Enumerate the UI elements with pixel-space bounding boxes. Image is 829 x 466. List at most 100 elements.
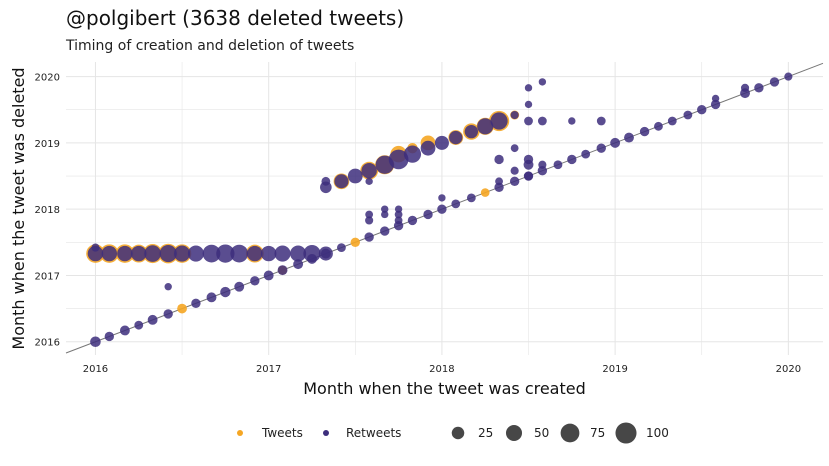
- retweet-point: [347, 168, 363, 184]
- retweet-point: [365, 177, 373, 186]
- retweet-point: [119, 325, 130, 336]
- retweet-point: [307, 253, 317, 264]
- y-tick-label: 2019: [35, 139, 60, 150]
- retweet-point: [568, 117, 576, 125]
- retweet-point: [403, 145, 422, 163]
- retweet-point: [220, 286, 231, 298]
- y-axis-title: Month when the tweet was deleted: [9, 67, 28, 349]
- x-tick-label: 2016: [83, 364, 108, 375]
- retweet-point: [290, 245, 307, 262]
- retweet-point: [87, 245, 104, 262]
- retweet-point: [104, 331, 114, 342]
- retweet-point: [394, 216, 403, 225]
- retweet-point: [538, 78, 547, 86]
- retweet-point: [420, 140, 436, 156]
- legend-tweets-key: [237, 430, 243, 436]
- retweet-point: [364, 232, 374, 242]
- y-tick-label: 2017: [35, 271, 60, 282]
- x-axis-title: Month when the tweet was created: [303, 379, 586, 398]
- retweet-point: [581, 149, 591, 159]
- legend-size-key: [451, 426, 465, 440]
- retweet-point: [388, 149, 409, 170]
- retweet-point: [697, 105, 707, 115]
- retweet-point: [449, 130, 463, 145]
- retweet-point: [365, 216, 374, 225]
- retweet-point: [206, 292, 217, 303]
- retweet-point: [510, 166, 519, 175]
- retweet-point: [134, 320, 144, 330]
- retweet-point: [320, 248, 331, 259]
- retweet-point: [596, 116, 606, 126]
- retweet-point: [784, 72, 793, 81]
- chart-subtitle: Timing of creation and deletion of tweet…: [66, 38, 355, 54]
- retweet-point: [260, 245, 277, 262]
- retweet-point: [334, 174, 349, 189]
- retweet-point: [710, 99, 721, 110]
- retweet-point: [91, 243, 100, 252]
- legend-size-key: [560, 423, 580, 443]
- retweet-point: [490, 112, 508, 130]
- legend-size-label: 50: [534, 426, 549, 440]
- retweet-point: [567, 154, 577, 165]
- retweet-point: [131, 245, 147, 262]
- retweet-point: [365, 210, 374, 219]
- retweet-point: [524, 100, 533, 109]
- retweet-point: [510, 110, 519, 120]
- retweet-point: [596, 143, 606, 153]
- retweet-point: [250, 276, 260, 286]
- retweet-point: [191, 298, 201, 308]
- retweet-point: [754, 83, 764, 93]
- retweet-point: [337, 243, 346, 253]
- retweet-point: [451, 199, 461, 209]
- retweet-point: [230, 244, 249, 263]
- retweet-point: [523, 159, 534, 170]
- retweet-point: [711, 94, 720, 103]
- retweet-point: [147, 314, 158, 325]
- legend-size-key: [505, 424, 523, 442]
- retweet-point: [263, 270, 274, 281]
- retweet-point: [274, 245, 291, 262]
- chart-title: @polgibert (3638 deleted tweets): [66, 6, 405, 30]
- retweet-point: [174, 245, 191, 262]
- retweet-point: [216, 244, 235, 263]
- y-tick-label: 2016: [35, 338, 60, 349]
- x-tick-label: 2019: [602, 364, 627, 375]
- retweet-point: [510, 144, 519, 153]
- retweet-point: [423, 209, 433, 220]
- retweet-point: [524, 171, 533, 181]
- retweet-point: [477, 118, 494, 135]
- x-tick-label: 2018: [429, 364, 454, 375]
- retweet-point: [740, 83, 750, 92]
- tweet-point: [480, 188, 490, 197]
- retweet-point: [495, 177, 503, 186]
- tweet-point: [177, 303, 187, 314]
- retweet-point: [394, 210, 403, 219]
- retweet-point: [381, 205, 389, 213]
- retweet-point: [164, 283, 172, 291]
- retweet-point: [380, 226, 390, 236]
- retweet-point: [494, 154, 504, 165]
- retweet-point: [683, 110, 693, 120]
- legend-size-label: 75: [590, 426, 605, 440]
- x-tick-label: 2020: [776, 364, 801, 375]
- legend-retweets-label: Retweets: [346, 426, 401, 440]
- retweet-point: [466, 193, 476, 203]
- legend-size-label: 100: [646, 426, 669, 440]
- retweet-point: [361, 162, 377, 179]
- retweet-point: [553, 160, 563, 170]
- retweet-point: [234, 281, 245, 292]
- retweet-point: [509, 176, 520, 187]
- retweet-point: [144, 245, 161, 262]
- retweet-point: [159, 244, 177, 263]
- retweet-point: [247, 245, 263, 262]
- retweet-point: [381, 210, 389, 219]
- x-tick-label: 2017: [256, 364, 281, 375]
- retweet-point: [769, 77, 780, 87]
- y-tick-label: 2018: [35, 205, 60, 216]
- retweet-point: [293, 259, 304, 270]
- retweet-point: [187, 245, 204, 262]
- retweet-point: [437, 204, 447, 214]
- retweet-point: [639, 126, 650, 137]
- retweet-point: [654, 121, 663, 131]
